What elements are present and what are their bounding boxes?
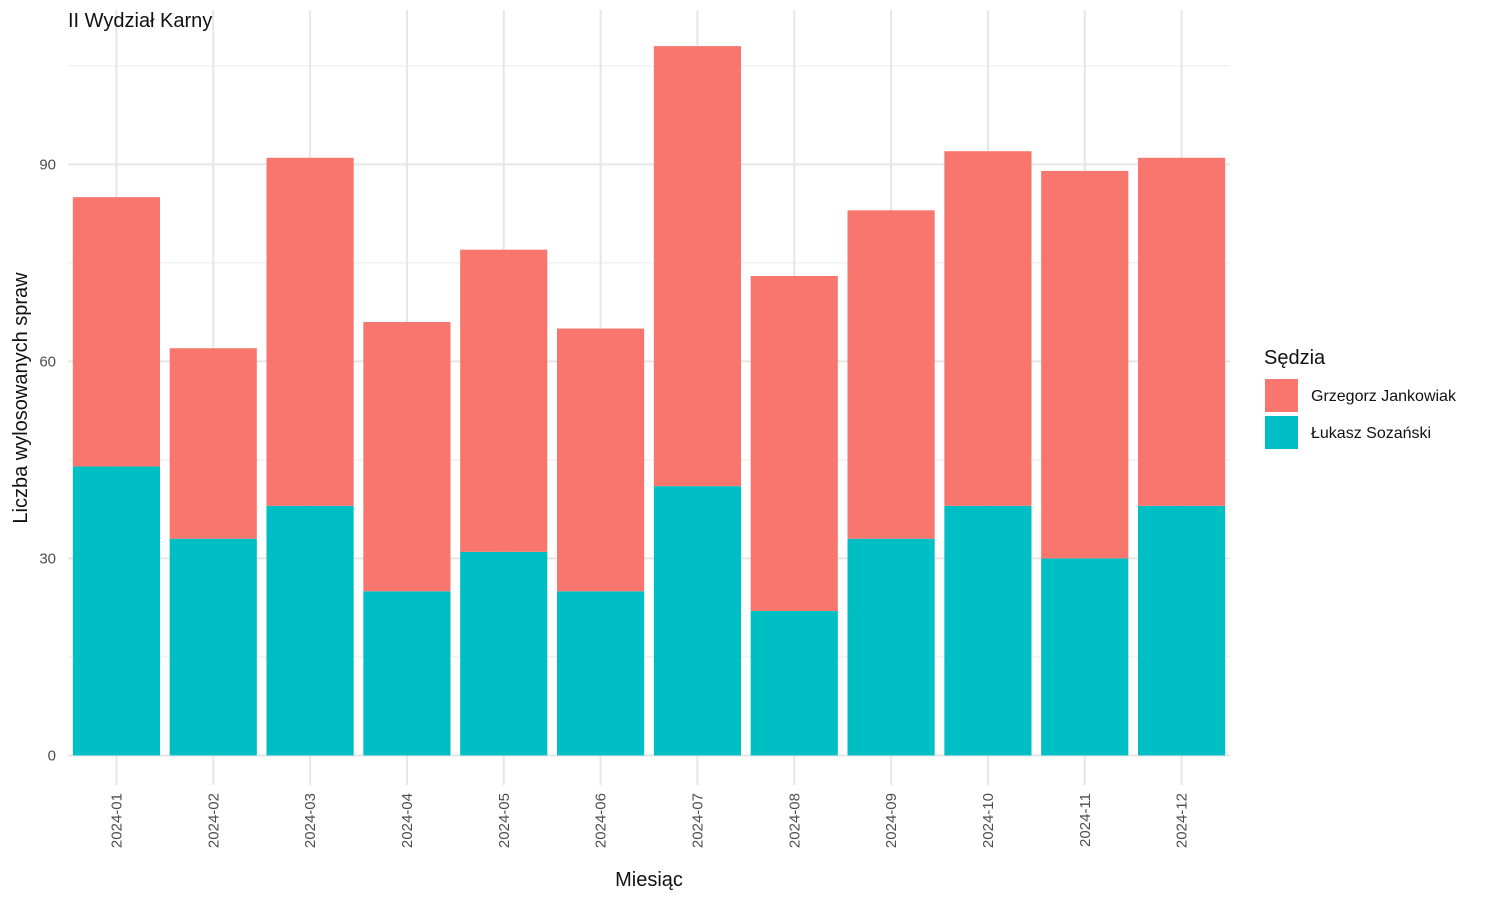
bar-segment <box>72 466 160 756</box>
bar-segment <box>557 328 645 592</box>
x-axis-ticks: 2024-01 2024-02 2024-03 2024-04 2024-05 2024-… <box>108 793 1190 848</box>
bar-segment <box>1138 157 1226 506</box>
bar-segment <box>944 151 1032 506</box>
x-tick-label: 2024-07 <box>689 793 706 848</box>
bar-segment <box>557 591 645 756</box>
bar-segment <box>363 321 451 592</box>
bar-segment <box>944 505 1032 756</box>
bar-segment <box>169 348 257 539</box>
bar-segment <box>1041 558 1129 756</box>
y-tick-label: 90 <box>39 156 56 173</box>
legend-swatch <box>1265 416 1298 449</box>
x-tick-label: 2024-02 <box>205 793 222 848</box>
x-tick-label: 2024-03 <box>302 793 319 848</box>
bar-segment <box>1138 505 1226 756</box>
legend-label: Łukasz Sozański <box>1311 425 1431 442</box>
x-tick-label: 2024-11 <box>1077 793 1094 847</box>
bar-segment <box>1041 170 1129 559</box>
x-tick-label: 2024-01 <box>108 793 125 848</box>
x-tick-label: 2024-05 <box>496 793 513 848</box>
y-tick-label: 0 <box>48 747 56 764</box>
bar-segment <box>460 249 548 552</box>
x-tick-label: 2024-09 <box>883 793 900 848</box>
y-tick-label: 60 <box>39 353 56 370</box>
bars <box>72 46 1226 756</box>
legend-label: Grzegorz Jankowiak <box>1311 388 1457 405</box>
bar-segment <box>363 591 451 756</box>
bar-segment <box>72 197 160 467</box>
x-tick-label: 2024-08 <box>786 793 803 848</box>
y-axis-title: Liczba wylosowanych spraw <box>10 272 32 524</box>
x-tick-label: 2024-06 <box>593 793 610 848</box>
chart-title: II Wydział Karny <box>68 10 212 32</box>
y-axis-ticks: 0 30 60 90 <box>39 156 56 764</box>
bar-segment <box>653 486 741 756</box>
bar-segment <box>653 46 741 487</box>
bar-segment <box>847 210 935 539</box>
bar-segment <box>847 538 935 756</box>
legend: Sędzia Grzegorz Jankowiak Łukasz Sozański <box>1264 347 1457 449</box>
bar-segment <box>460 551 548 756</box>
legend-items: Grzegorz Jankowiak Łukasz Sozański <box>1265 379 1457 449</box>
bar-segment <box>169 538 257 756</box>
bar-segment <box>750 275 838 611</box>
x-tick-label: 2024-12 <box>1174 793 1191 848</box>
legend-swatch <box>1265 379 1298 412</box>
x-tick-label: 2024-10 <box>980 793 997 848</box>
legend-title: Sędzia <box>1264 347 1326 369</box>
bar-segment <box>266 505 354 756</box>
x-tick-label: 2024-04 <box>399 793 416 848</box>
bar-segment <box>750 610 838 756</box>
x-axis-title: Miesiąc <box>615 869 683 891</box>
bar-segment <box>266 157 354 506</box>
y-tick-label: 30 <box>39 550 56 567</box>
